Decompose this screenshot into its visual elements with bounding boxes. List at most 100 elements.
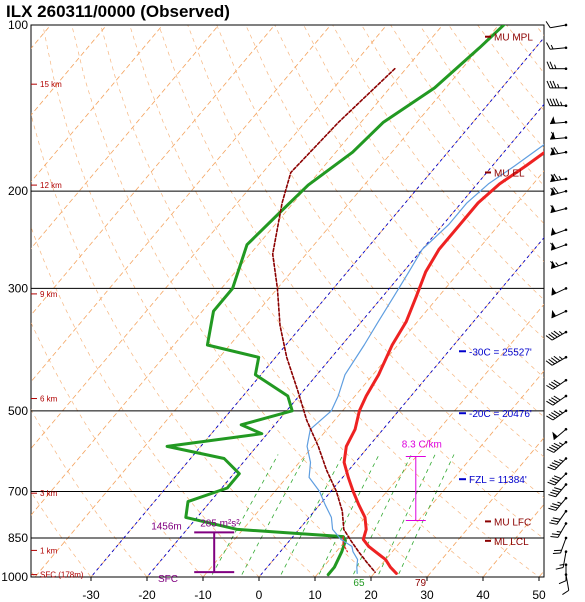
wind-barb-staff: [550, 137, 567, 140]
wind-barb-half: [552, 289, 557, 294]
wind-barb-full: [549, 522, 557, 525]
wind-barb-half: [559, 459, 564, 462]
pressure-tick-label: 100: [8, 18, 28, 32]
wind-barb-full: [553, 549, 562, 552]
wind-barb-full: [551, 397, 559, 403]
wind-barb-full: [553, 460, 562, 464]
dry-adiabat-line: [31, 321, 204, 577]
wind-barb-dot: [564, 228, 568, 232]
wind-barb: [550, 131, 568, 140]
wind-barb-staff: [550, 208, 567, 214]
wind-barb-full: [552, 517, 561, 520]
wind-barb-staff: [553, 428, 567, 440]
wind-barb: [550, 260, 568, 270]
wind-barb: [548, 496, 568, 511]
wind-barb-staff: [551, 331, 567, 341]
highlight-isotherm-line: [146, 103, 544, 577]
wind-barb: [550, 242, 568, 251]
wind-barb-full: [549, 61, 554, 69]
wind-barb-full: [550, 505, 558, 509]
wind-barb-dot: [564, 355, 568, 359]
wind-barb: [550, 116, 568, 125]
wind-barb-dot: [564, 150, 568, 154]
series-virtual-temperature: [342, 535, 348, 553]
pressure-tick-label: 850: [8, 531, 28, 545]
wind-barb-staff: [550, 229, 567, 236]
height-tick-label: 9 km: [40, 290, 58, 299]
isotherm-line: [426, 437, 544, 577]
wind-barb-half: [552, 229, 557, 234]
wind-barb: [545, 355, 568, 366]
wind-barb-dot: [564, 104, 568, 107]
wind-barb-half: [556, 530, 562, 533]
wind-barb-dot: [564, 120, 568, 124]
wind-barb: [545, 330, 568, 341]
wind-barb-full: [551, 131, 556, 139]
wind-barb-full: [552, 80, 557, 89]
wind-barb-staff: [551, 287, 567, 296]
wind-barb-dot: [564, 394, 568, 398]
mixing-ratio-line: [317, 454, 380, 577]
wind-barb-full: [553, 173, 559, 181]
chart-title: ILX 260311/0000 (Observed): [6, 2, 230, 21]
wind-barb-full: [550, 174, 556, 182]
wind-barb-full: [550, 242, 557, 249]
wind-barb-staff: [550, 121, 567, 125]
wind-barb-full: [545, 335, 553, 341]
temperature-tick-label: -10: [194, 588, 212, 602]
wind-barb-dot: [564, 573, 568, 576]
wind-barb-full: [553, 379, 561, 385]
height-tick-label: 12 km: [40, 181, 62, 190]
wind-barb-full: [548, 507, 556, 511]
dry-adiabat-line: [158, 25, 544, 540]
wind-barb-half: [552, 119, 556, 124]
wind-barb-full: [554, 487, 562, 491]
wind-barb-dot: [564, 136, 568, 139]
wind-barb-dot: [564, 177, 568, 181]
surface-value-label: 79: [415, 578, 427, 589]
wind-barb: [549, 509, 568, 525]
wind-barb-full: [550, 187, 556, 195]
wind-barb: [555, 550, 568, 570]
pressure-tick-label: 700: [8, 484, 28, 498]
wind-barb-dot: [564, 483, 568, 486]
wind-barb-pennant: [550, 204, 556, 213]
wind-barb-full: [546, 400, 554, 406]
wind-barb-half: [550, 44, 554, 50]
wind-barb: [546, 409, 568, 421]
wind-barb-staff: [552, 379, 567, 390]
height-tick-label: SFC (178m): [40, 571, 84, 580]
wind-barb: [546, 440, 568, 453]
wind-barb-half: [559, 564, 564, 566]
wind-barb-half: [560, 101, 563, 106]
pressure-tick-label: 300: [8, 281, 28, 295]
wind-barb-full: [552, 489, 560, 493]
wind-barb-dot: [564, 550, 568, 554]
wind-barb-staff: [555, 484, 567, 498]
wind-barb: [550, 186, 568, 196]
wind-barb-half: [558, 330, 563, 335]
mixing-ratio-line: [396, 454, 455, 577]
pressure-tick-label: 1000: [1, 570, 28, 584]
wind-barb-dot: [564, 46, 568, 50]
wind-barb-full: [546, 80, 551, 89]
isotherm-line: [370, 370, 544, 577]
temperature-tick-label: 0: [256, 588, 263, 602]
wind-barb: [546, 98, 568, 107]
wind-barb-full: [550, 332, 558, 338]
isotherm-line: [31, 25, 331, 383]
wind-barb-full: [555, 566, 564, 570]
wind-barb-full: [552, 552, 561, 554]
series-wetbulb: [306, 143, 544, 575]
isotherm-line: [31, 25, 275, 316]
wind-barb-full: [548, 333, 556, 340]
wind-barb: [562, 573, 570, 595]
wind-barb: [546, 42, 568, 50]
wind-barb-full: [546, 448, 554, 453]
wind-barb-full: [550, 260, 557, 268]
wind-barb-full: [547, 481, 555, 486]
level-marker-label: MU LFC: [494, 517, 531, 528]
dry-adiabat-line: [31, 491, 92, 577]
temperature-tick-label: -30: [82, 588, 100, 602]
wind-barb-half: [558, 410, 564, 414]
